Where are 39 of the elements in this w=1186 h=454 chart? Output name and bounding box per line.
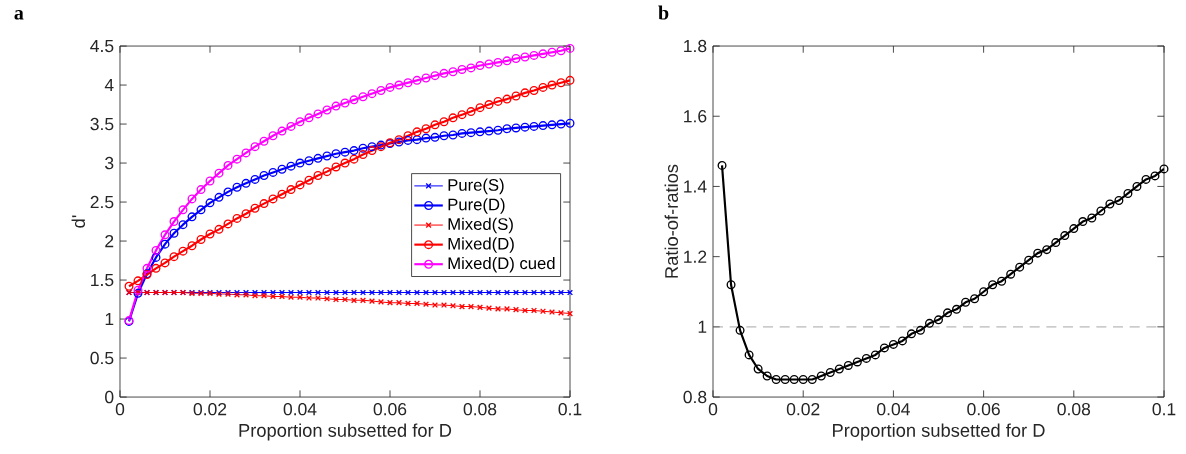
x-tick-label: 0.1 <box>1152 402 1176 416</box>
y-tick-label: 1.8 <box>684 39 707 53</box>
legend-label: Mixed(S) <box>448 217 513 234</box>
x-tick-label: 0.1 <box>558 402 582 416</box>
x-axis-title: Proportion subsetted for D <box>833 423 1045 441</box>
y-tick-label: 4.5 <box>90 39 114 53</box>
chart-title: a <box>14 10 24 20</box>
y-tick-label: 2.5 <box>90 195 114 209</box>
y-tick-label: 1 <box>698 320 707 333</box>
x-tick-label: 0.06 <box>967 402 1000 416</box>
x-tick-label: 0.08 <box>1057 402 1091 416</box>
x-tick-label: 0.06 <box>373 402 407 416</box>
y-tick-label: 1.4 <box>684 180 707 193</box>
y-tick-label: 0 <box>105 390 114 404</box>
y-tick-label: 3.5 <box>90 117 114 131</box>
legend-label: Pure(D) <box>448 198 505 214</box>
y-tick-label: 1.6 <box>684 110 707 123</box>
x-tick-label: 0 <box>708 402 718 416</box>
x-tick-label: 0.04 <box>877 402 910 416</box>
x-tick-label: 0.04 <box>283 402 317 416</box>
y-axis-title: Ratio-of-ratios <box>664 164 679 278</box>
y-tick-label: 0.5 <box>90 351 114 365</box>
legend-label: Mixed(D) cued <box>448 256 555 273</box>
y-axis-title: d' <box>71 215 86 228</box>
x-tick-label: 0.02 <box>193 402 227 416</box>
y-tick-label: 3 <box>105 156 114 170</box>
y-tick-label: 4 <box>104 79 114 92</box>
y-tick-label: 0.8 <box>683 390 707 404</box>
legend-label: Pure(S) <box>448 178 504 195</box>
y-tick-label: 2 <box>105 234 114 248</box>
y-tick-label: 1.5 <box>91 273 114 287</box>
chart-title: b <box>658 5 669 20</box>
x-tick-label: 0.08 <box>463 402 497 416</box>
y-tick-label: 1.2 <box>684 250 707 263</box>
x-axis-title: Proportion subsetted for D <box>239 423 452 441</box>
legend-label: Mixed(D) <box>448 237 514 253</box>
x-tick-label: 0 <box>115 402 125 416</box>
x-tick-label: 0.02 <box>786 402 820 416</box>
y-tick-label: 1 <box>105 313 114 326</box>
